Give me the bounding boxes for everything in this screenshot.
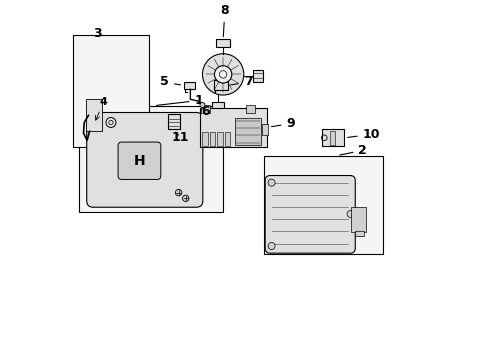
Circle shape xyxy=(346,211,353,217)
Text: 1: 1 xyxy=(156,94,203,107)
Bar xyxy=(73,35,149,147)
Text: 6: 6 xyxy=(201,105,209,118)
Bar xyxy=(79,107,223,212)
Circle shape xyxy=(175,189,182,196)
Bar xyxy=(209,132,215,145)
Circle shape xyxy=(182,195,188,202)
Text: H: H xyxy=(133,154,145,167)
Text: 10: 10 xyxy=(347,128,380,141)
Bar xyxy=(200,108,266,147)
Bar xyxy=(354,231,363,237)
Bar xyxy=(234,118,261,145)
Bar xyxy=(183,81,194,89)
Bar xyxy=(246,105,255,113)
Text: 4: 4 xyxy=(95,97,107,120)
Circle shape xyxy=(106,117,116,127)
Bar xyxy=(224,132,230,145)
Text: 3: 3 xyxy=(93,27,102,40)
Bar xyxy=(217,132,223,145)
Circle shape xyxy=(200,103,204,108)
FancyBboxPatch shape xyxy=(118,142,161,179)
Bar xyxy=(264,156,383,254)
Bar xyxy=(202,132,207,145)
Bar xyxy=(329,131,335,145)
FancyBboxPatch shape xyxy=(264,176,355,253)
Circle shape xyxy=(214,66,231,83)
Text: 5: 5 xyxy=(160,76,180,89)
Circle shape xyxy=(267,243,275,249)
Text: 9: 9 xyxy=(271,117,295,130)
Bar xyxy=(261,124,267,135)
Circle shape xyxy=(267,179,275,186)
Text: 7: 7 xyxy=(230,76,252,89)
Text: 2: 2 xyxy=(339,144,366,157)
Bar xyxy=(201,105,209,113)
Bar xyxy=(216,40,230,47)
Bar xyxy=(322,129,343,146)
Bar xyxy=(211,102,224,109)
FancyBboxPatch shape xyxy=(86,112,203,207)
Circle shape xyxy=(202,54,244,95)
Bar xyxy=(252,70,262,82)
Text: 8: 8 xyxy=(220,4,229,37)
Bar xyxy=(86,99,102,131)
Bar xyxy=(214,80,227,90)
Text: 11: 11 xyxy=(171,131,189,144)
Bar xyxy=(350,207,366,232)
Bar xyxy=(167,113,180,129)
